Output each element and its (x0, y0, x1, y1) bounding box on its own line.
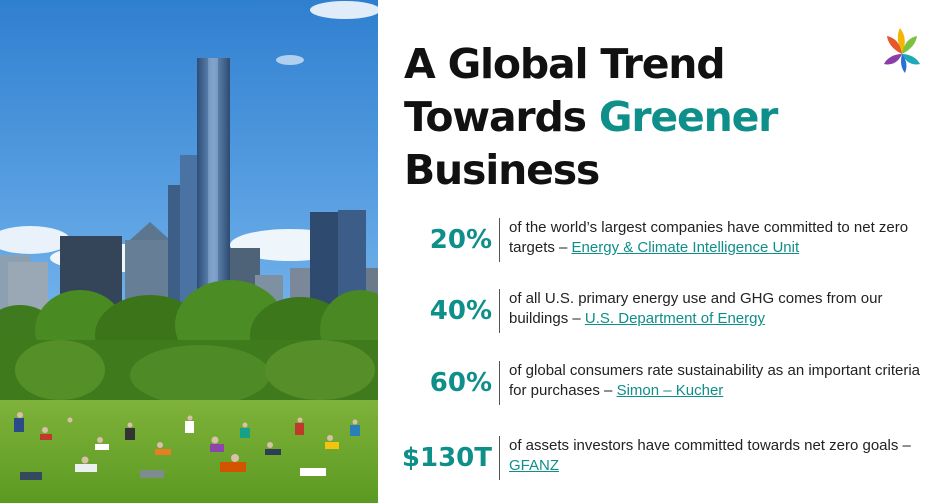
title-accent-word: Greener (598, 93, 779, 141)
stat-text: of all U.S. primary energy use and GHG c… (509, 290, 883, 327)
source-link[interactable]: GFANZ (509, 457, 560, 474)
stat-divider (499, 218, 500, 262)
stat-divider (499, 289, 500, 333)
stat-description: of global consumers rate sustainability … (509, 361, 929, 401)
stat-description: of all U.S. primary energy use and GHG c… (509, 289, 929, 329)
title-line-2: Towards (404, 93, 599, 141)
stat-text: of assets investors have committed towar… (509, 437, 911, 454)
stat-value: 20% (429, 225, 492, 255)
stat-value: 40% (429, 296, 492, 326)
stat-text: of global consumers rate sustainability … (509, 362, 921, 399)
source-link[interactable]: U.S. Department of Energy (584, 310, 765, 327)
source-link[interactable]: Simon – Kucher (616, 382, 724, 399)
stat-row: 40% of all U.S. primary energy use and G… (398, 289, 928, 333)
stat-text: of the world’s largest companies have co… (509, 219, 909, 256)
stat-row: 60% of global consumers rate sustainabil… (398, 361, 928, 405)
stat-value: 60% (429, 368, 492, 398)
stat-description: of the world’s largest companies have co… (509, 218, 929, 258)
stat-divider (499, 436, 500, 480)
stat-description: of assets investors have committed towar… (509, 436, 929, 476)
page-title: A Global Trend Towards Greener Business (404, 38, 779, 197)
stat-row: 20% of the world’s largest companies hav… (398, 218, 928, 262)
stat-divider (499, 361, 500, 405)
brand-logo (884, 26, 920, 74)
title-line-3: Business (404, 146, 600, 194)
city-park-photo (0, 0, 378, 503)
stat-value: $130T (401, 443, 492, 473)
title-line-1: A Global Trend (404, 40, 726, 88)
stat-row: $130T of assets investors have committed… (398, 436, 928, 480)
source-link[interactable]: Energy & Climate Intelligence Unit (571, 239, 800, 256)
